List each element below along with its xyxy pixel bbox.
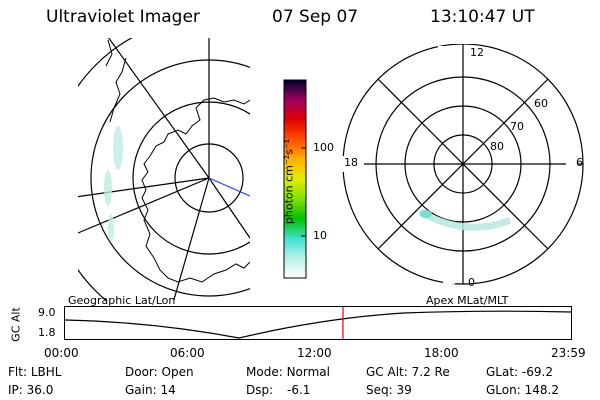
altitude-timeline — [64, 306, 572, 340]
timeline-xtick-label: 23:59 — [551, 346, 586, 360]
mlt-label-left: 18 — [344, 156, 358, 169]
mlt-label-top: 12 — [470, 46, 484, 59]
polar-map — [342, 44, 584, 285]
mlat-label: 80 — [490, 140, 504, 153]
lon-line — [208, 177, 250, 239]
lon-line — [108, 38, 210, 179]
aurora-emission — [104, 126, 123, 242]
status-door: Door: Open — [125, 365, 194, 379]
colorbar-tick-label: 100 — [313, 141, 334, 154]
geographic-map — [78, 38, 250, 300]
date-label: 07 Sep 07 — [272, 7, 359, 27]
colorbar-unit-label: photon cm⁻²s⁻¹ — [282, 138, 296, 225]
status-glat: GLat: -69.2 — [486, 365, 553, 379]
timeline-ytick-label: 1.8 — [38, 326, 56, 339]
status-seq: Seq: 39 — [366, 383, 412, 397]
timeline-xtick-label: 00:00 — [44, 346, 79, 360]
status-dsp: Dsp: -6.1 — [246, 383, 311, 397]
aurora-oval — [418, 208, 512, 231]
time-label: 13:10:47 UT — [430, 7, 535, 27]
lat-circle — [78, 38, 250, 300]
status-mode: Mode: Normal — [246, 365, 330, 379]
mlt-label-bottom: 0 — [468, 276, 475, 289]
status-gain: Gain: 14 — [125, 383, 176, 397]
timeline-ytick-label: 9.0 — [38, 306, 56, 319]
colorbar-tick-label: 10 — [313, 229, 327, 242]
colorbar — [283, 79, 307, 279]
status-gc-alt: GC Alt: 7.2 Re — [366, 365, 450, 379]
lon-line — [78, 177, 210, 234]
app-title: Ultraviolet Imager — [46, 7, 200, 27]
coastline — [105, 39, 250, 283]
mlat-label: 60 — [534, 97, 548, 110]
mlt-line — [377, 78, 549, 250]
altitude-curve — [64, 310, 572, 339]
timeline-xtick-label: 18:00 — [424, 346, 459, 360]
lat-circle — [78, 38, 133, 300]
timeline-ylabel: GC Alt — [9, 307, 23, 342]
polar-map-label: Apex MLat/MLT — [426, 294, 509, 307]
geographic-map-label: Geographic Lat/Lon — [68, 294, 176, 307]
lon-line — [78, 177, 210, 198]
sun-direction-line — [208, 177, 250, 197]
timeline-xtick-label: 12:00 — [297, 346, 332, 360]
mlat-label: 70 — [510, 120, 524, 133]
status-glon: GLon: 148.2 — [486, 383, 559, 397]
lat-circle — [132, 101, 250, 255]
status-filter: Flt: LBHL — [8, 365, 62, 379]
status-ip: IP: 36.0 — [8, 383, 54, 397]
mlt-label-right: 6 — [576, 156, 583, 169]
lat-circle — [90, 59, 250, 297]
timeline-xtick-label: 06:00 — [170, 346, 205, 360]
